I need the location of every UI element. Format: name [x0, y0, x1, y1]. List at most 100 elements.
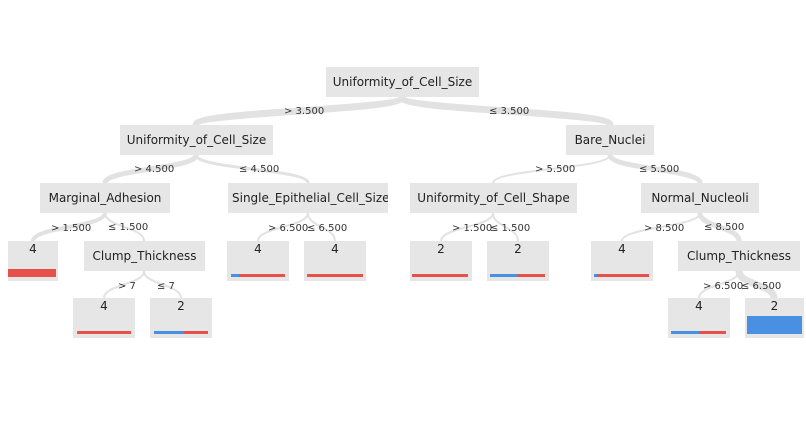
leaf-c-distribution-bar	[154, 331, 208, 334]
leaf-node-e[interactable]: 4	[304, 241, 366, 281]
node-left-right-label: Single_Epithelial_Cell_Size	[232, 191, 388, 205]
edge-label-left-left: > 4.500	[134, 164, 175, 175]
node-left-label: Uniformity_of_Cell_Size	[126, 133, 267, 147]
edge-root-left	[192, 93, 406, 129]
leaf-h-distribution-bar	[594, 274, 649, 277]
edge-rrr-right	[735, 269, 778, 300]
leaf-a-label: 4	[29, 242, 37, 256]
edge-label-ll-left: > 1.500	[51, 223, 92, 234]
node-right[interactable]: Bare_Nuclei	[566, 125, 654, 155]
edge-lr-right	[307, 212, 336, 242]
class-4-segment	[517, 274, 545, 277]
leaf-g-label: 2	[514, 242, 522, 256]
edge-label-lr-right: ≤ 6.500	[307, 223, 348, 234]
node-right-right-right-label: Clump_Thickness	[687, 249, 791, 263]
leaf-node-d[interactable]: 4	[227, 241, 289, 281]
node-left-right[interactable]: Single_Epithelial_Cell_Size	[228, 183, 388, 213]
node-left-left-label: Marginal_Adhesion	[48, 191, 162, 205]
edge-label-rr-right: ≤ 8.500	[704, 222, 745, 233]
node-left[interactable]: Uniformity_of_Cell_Size	[120, 125, 273, 155]
node-right-label: Bare_Nuclei	[574, 133, 646, 147]
leaf-e-distribution-bar	[307, 274, 363, 277]
class-4-segment	[239, 274, 285, 277]
leaf-node-b[interactable]: 4	[73, 298, 135, 338]
edge-right-right	[607, 153, 703, 185]
leaf-node-f[interactable]: 2	[410, 241, 472, 281]
edge-right-left	[492, 154, 611, 184]
node-root[interactable]: Uniformity_of_Cell_Size	[326, 67, 479, 97]
leaf-h-label: 4	[618, 242, 626, 256]
node-left-left-right[interactable]: Clump_Thickness	[84, 241, 205, 271]
class-4-segment	[412, 274, 468, 277]
class-2-segment	[154, 331, 184, 334]
class-2-segment	[747, 316, 802, 334]
class-4-segment	[698, 331, 726, 334]
class-2-segment	[77, 331, 79, 334]
edge-label-rl-left: > 1.500	[452, 223, 493, 234]
edge-ll-right	[104, 212, 145, 242]
leaf-c-label: 2	[177, 299, 185, 313]
edge-label-lr-left: > 6.500	[268, 223, 309, 234]
node-right-right-label: Normal_Nucleoli	[651, 191, 749, 205]
leaf-i-label: 4	[695, 299, 703, 313]
leaf-j-label: 2	[770, 299, 779, 313]
edge-label-left-right: ≤ 4.500	[239, 164, 280, 175]
edge-rr-left	[621, 212, 701, 242]
leaf-f-label: 2	[437, 242, 445, 256]
class-4-segment	[8, 269, 56, 277]
edge-label-rrr-right: ≤ 6.500	[741, 281, 782, 292]
edge-label-llr-right: ≤ 7	[157, 281, 175, 292]
edge-label-rl-right: ≤ 1.500	[490, 223, 531, 234]
leaf-b-label: 4	[100, 299, 108, 313]
node-root-label: Uniformity_of_Cell_Size	[332, 75, 473, 89]
edge-label-llr-left: > 7	[118, 281, 136, 292]
class-4-segment	[596, 274, 649, 277]
class-4-segment	[308, 274, 363, 277]
edge-left-right	[194, 154, 310, 184]
edge-left-left	[102, 153, 199, 185]
leaf-a-distribution-bar	[8, 269, 56, 277]
leaf-node-h[interactable]: 4	[591, 241, 653, 281]
leaf-node-a[interactable]: 4	[8, 241, 58, 281]
edge-label-root-left: > 3.500	[284, 106, 325, 117]
class-2-segment	[231, 274, 240, 277]
edge-rl-left	[440, 212, 494, 242]
edge-lr-left	[257, 212, 309, 242]
edge-llr-right	[143, 270, 182, 299]
edge-label-ll-right: ≤ 1.500	[108, 222, 149, 233]
leaf-b-distribution-bar	[77, 331, 131, 334]
leaf-node-g[interactable]: 2	[487, 241, 549, 281]
class-2-segment	[594, 274, 597, 277]
node-right-left-label: Uniformity_of_Cell_Shape	[417, 191, 570, 205]
node-left-left-right-label: Clump_Thickness	[92, 249, 197, 263]
leaf-d-label: 4	[254, 242, 262, 256]
class-4-segment	[183, 331, 208, 334]
class-2-segment	[671, 331, 699, 334]
edge-rr-right	[697, 212, 742, 242]
class-2-segment	[307, 274, 309, 277]
leaf-node-j[interactable]: 2	[745, 298, 804, 338]
leaf-node-c[interactable]: 2	[150, 298, 212, 338]
edge-label-right-right: ≤ 5.500	[639, 164, 680, 175]
node-left-left[interactable]: Marginal_Adhesion	[40, 183, 170, 213]
leaf-d-distribution-bar	[231, 274, 285, 277]
node-right-left[interactable]: Uniformity_of_Cell_Shape	[410, 183, 577, 213]
edge-label-rrr-left: > 6.500	[703, 281, 744, 292]
edge-ll-left	[31, 212, 107, 242]
leaf-f-distribution-bar	[412, 274, 468, 277]
leaf-node-i[interactable]: 4	[668, 298, 730, 338]
edge-root-right	[398, 93, 614, 129]
edge-llr-left	[103, 270, 145, 299]
leaf-e-label: 4	[331, 242, 339, 256]
leaf-g-distribution-bar	[490, 274, 545, 277]
node-right-right-right[interactable]: Clump_Thickness	[678, 241, 800, 271]
node-right-right[interactable]: Normal_Nucleoli	[641, 183, 759, 213]
class-2-segment	[490, 274, 518, 277]
edge-label-root-right: ≤ 3.500	[489, 106, 530, 117]
leaf-j-distribution-bar	[747, 316, 802, 334]
leaf-i-distribution-bar	[671, 331, 726, 334]
edge-label-rr-left: > 8.500	[644, 223, 685, 234]
edge-rl-right	[492, 212, 519, 242]
class-4-segment	[78, 331, 131, 334]
